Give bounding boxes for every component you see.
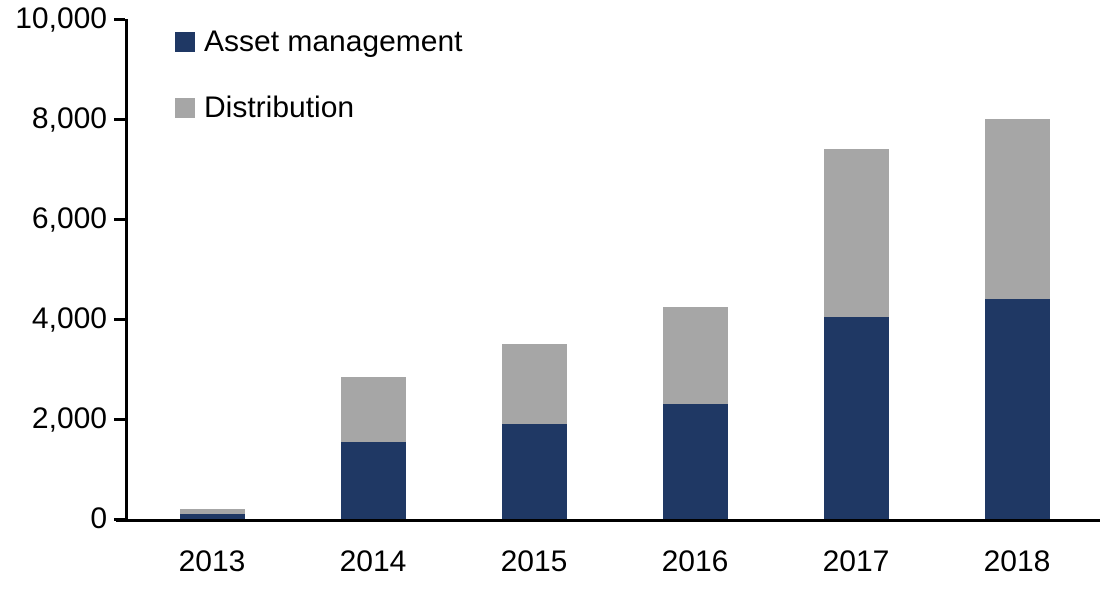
bar-segment-distribution-2013 [179,509,245,514]
bar-segment-asset-management-2014 [340,441,406,519]
x-axis-line [116,519,1100,522]
bar-segment-asset-management-2013 [179,514,245,519]
legend-item-distribution: Distribution [175,93,354,123]
y-axis-label-2000: 2,000 [31,402,107,435]
distribution-swatch-icon [175,98,195,118]
bar-segment-asset-management-2017 [823,316,889,519]
bar-segment-distribution-2015 [501,344,567,424]
y-tick-8000 [114,118,125,121]
bar-segment-asset-management-2015 [501,424,567,519]
y-tick-6000 [114,218,125,221]
bar-segment-distribution-2018 [984,119,1050,299]
x-axis-label-2016: 2016 [661,545,729,578]
x-axis-label-2014: 2014 [339,545,407,578]
legend-label-distribution: Distribution [204,91,355,124]
y-tick-0 [114,518,125,521]
y-tick-10000 [114,18,125,21]
x-axis-label-2013: 2013 [178,545,246,578]
bar-segment-asset-management-2018 [984,299,1050,519]
y-axis-label-10000: 10,000 [15,2,107,35]
legend-item-asset-management: Asset management [175,27,462,57]
y-tick-4000 [114,318,125,321]
x-axis-label-2017: 2017 [822,545,890,578]
asset-management-swatch-icon [175,32,195,52]
bar-segment-distribution-2016 [662,306,728,404]
y-axis-label-4000: 4,000 [31,302,107,335]
y-axis-label-6000: 6,000 [31,202,107,235]
legend-label-asset-management: Asset management [204,25,463,58]
y-tick-2000 [114,418,125,421]
y-axis-label-8000: 8,000 [31,102,107,135]
bar-segment-asset-management-2016 [662,404,728,519]
bar-segment-distribution-2017 [823,149,889,317]
x-axis-label-2015: 2015 [500,545,568,578]
bar-segment-distribution-2014 [340,376,406,442]
y-axis-line [125,19,128,522]
x-axis-label-2018: 2018 [983,545,1051,578]
y-axis-label-0: 0 [90,502,107,535]
